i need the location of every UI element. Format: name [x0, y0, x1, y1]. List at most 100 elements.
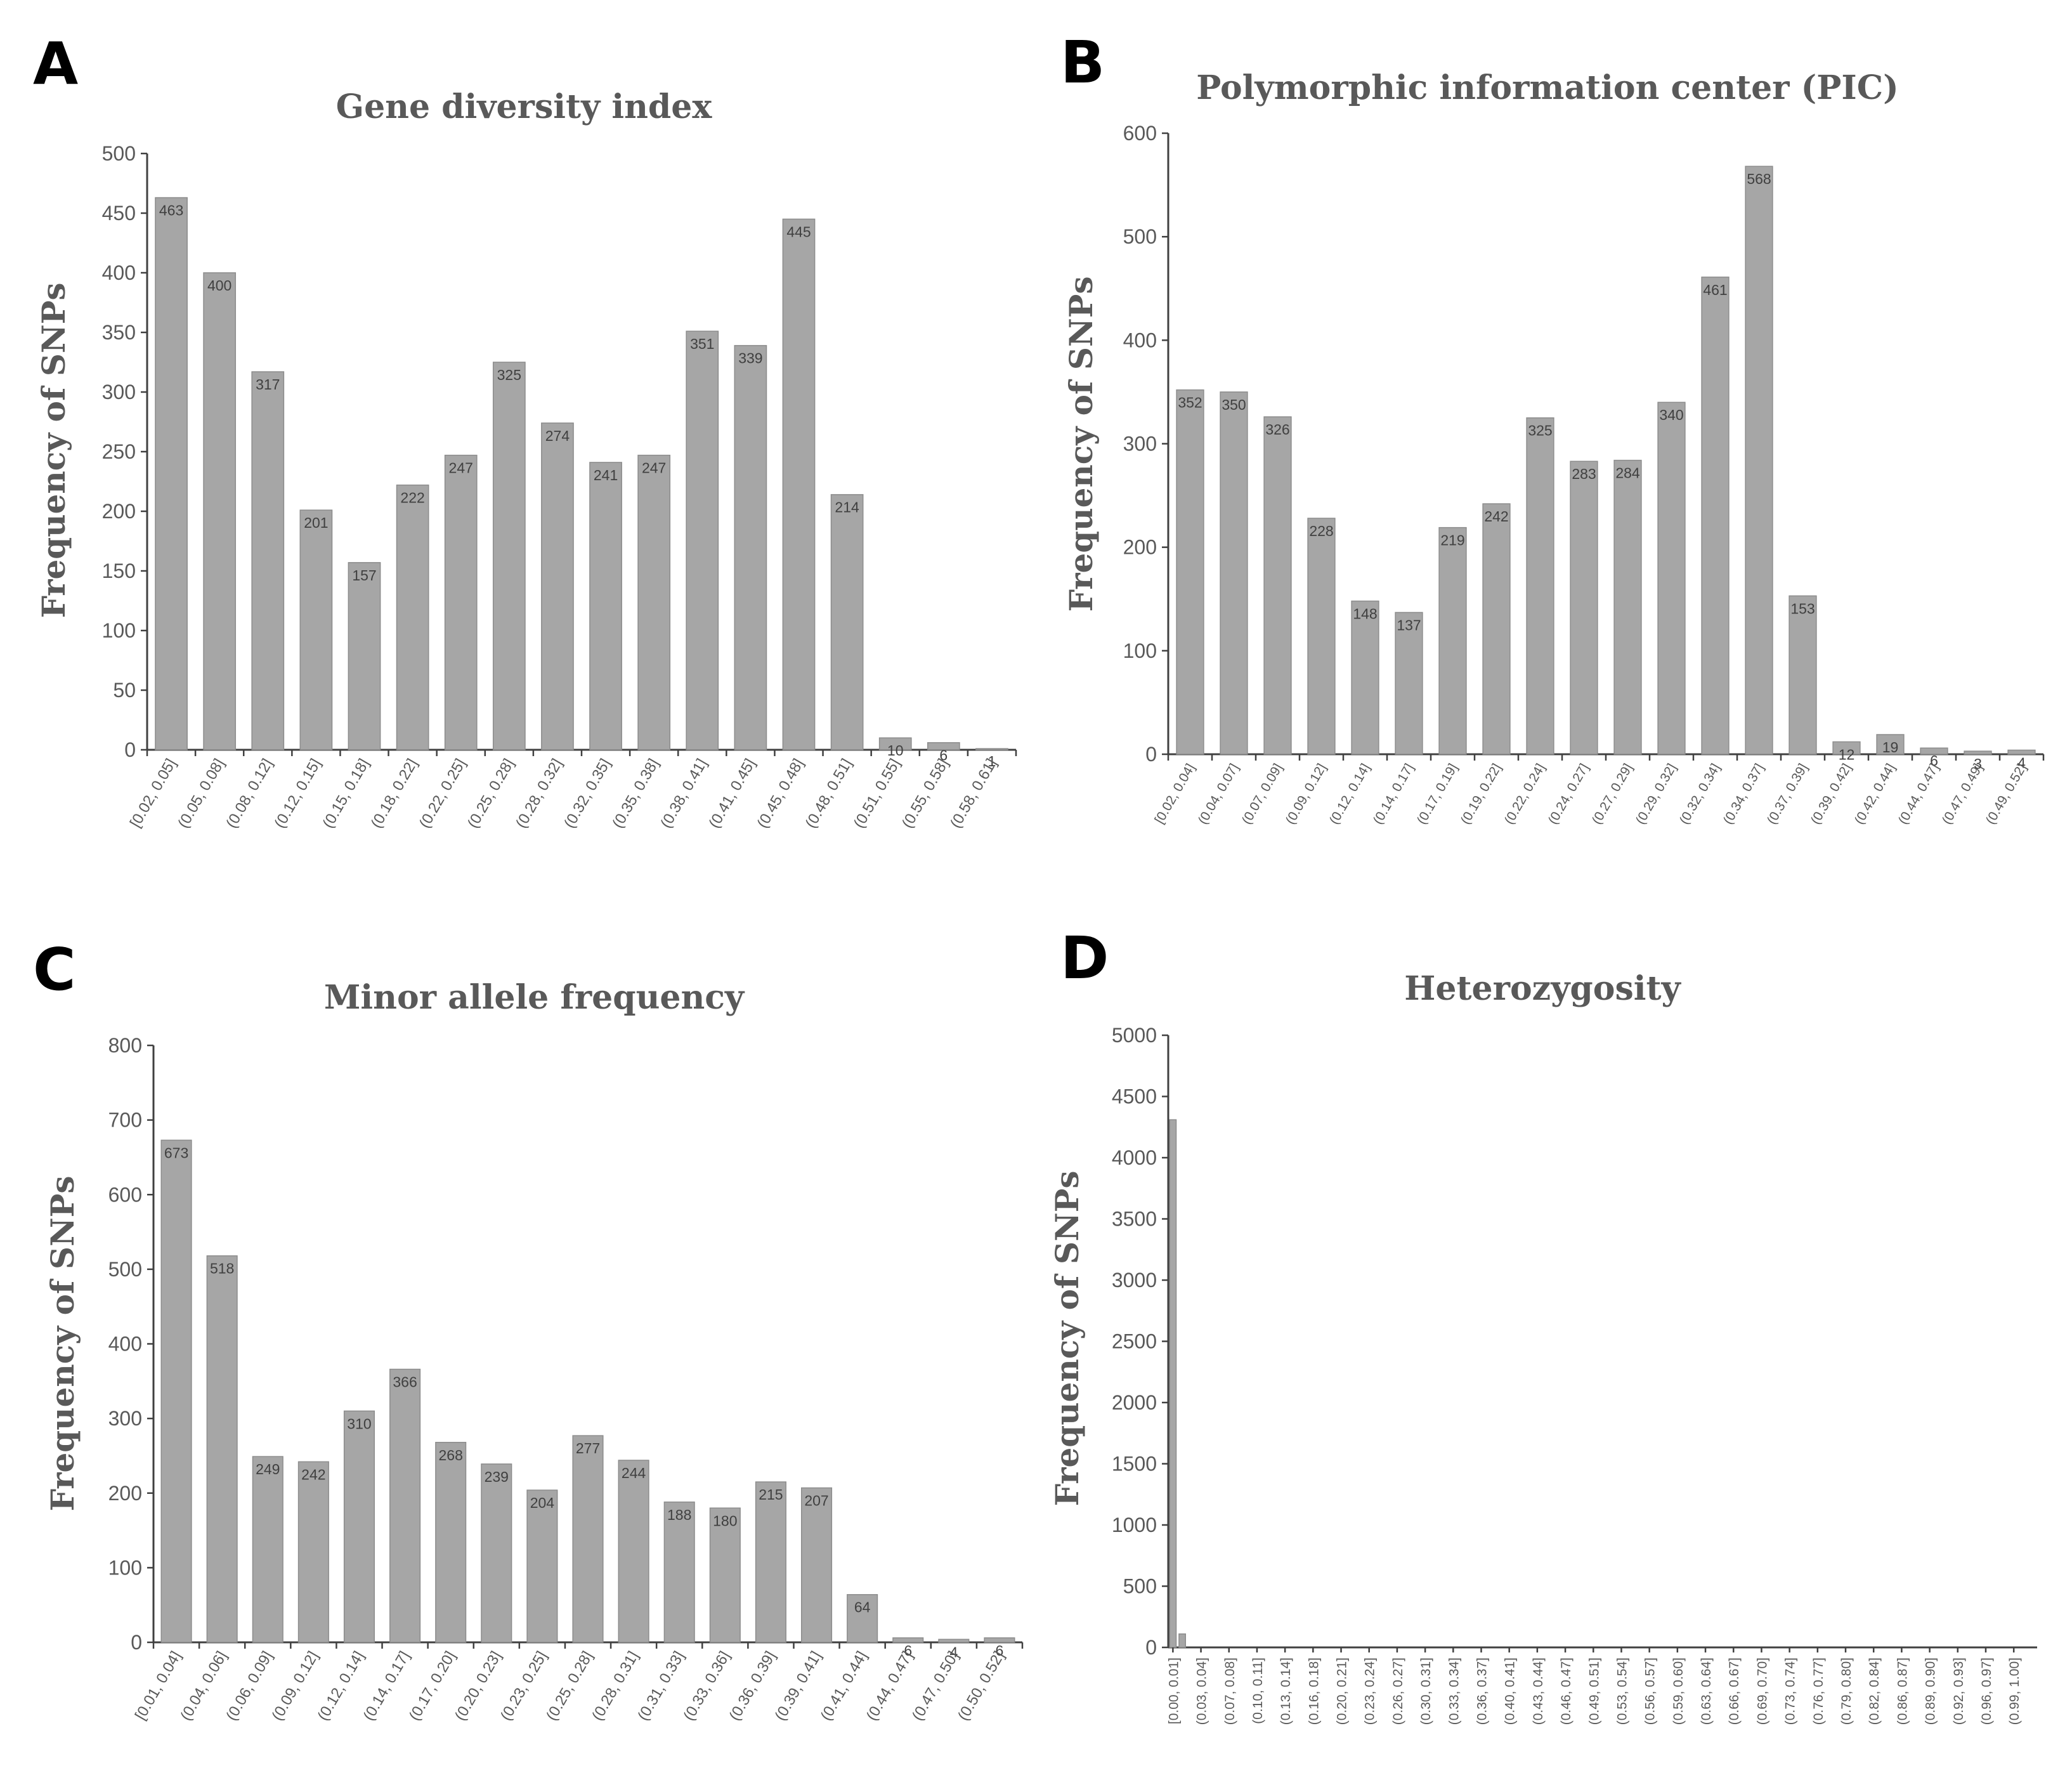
data-label-c: 277	[576, 1440, 600, 1456]
bar-b	[1789, 595, 1817, 755]
x-tick-label-d: (0.59, 0.60]	[1671, 1658, 1686, 1725]
x-tick-label-d: (0.03, 0.04]	[1195, 1658, 1209, 1725]
bar-a	[782, 218, 816, 750]
x-tick-label-d: (0.36, 0.37]	[1475, 1658, 1489, 1725]
x-tick-label-d: (0.43, 0.44]	[1531, 1658, 1546, 1725]
bar-c	[847, 1593, 878, 1643]
data-label-a: 1	[988, 753, 996, 769]
bar-a	[927, 742, 960, 750]
bar-b	[1482, 503, 1511, 755]
data-label-c: 366	[393, 1373, 417, 1390]
data-label-b: 228	[1309, 523, 1333, 539]
data-label-a: 214	[835, 499, 859, 516]
data-label-c: 6	[996, 1642, 1004, 1659]
plot-area-d: 0 500 1000 1500 2000 2500 3000 3500 4000 4500 5000…	[1112, 1024, 2037, 1725]
panel-letter-b: B	[1060, 29, 1105, 96]
y-tick-label-d: 500	[1123, 1575, 1157, 1598]
data-label-a: 10	[887, 742, 904, 759]
data-label-b: 284	[1615, 465, 1640, 481]
data-label-a: 325	[497, 367, 521, 383]
data-label-a: 351	[690, 336, 714, 352]
data-label-c: 204	[530, 1495, 555, 1511]
x-tick-label-d: (0.13, 0.14]	[1279, 1658, 1293, 1725]
y-tick-label-a: 250	[102, 440, 136, 463]
data-label-a: 222	[400, 490, 424, 506]
x-tick-label-d: (0.20, 0.21]	[1335, 1658, 1350, 1725]
data-label-c: 673	[164, 1144, 188, 1161]
bar-a	[348, 562, 381, 750]
data-label-c: 207	[804, 1493, 828, 1509]
data-label-c: 6	[904, 1642, 912, 1659]
bar-d	[1169, 1119, 1177, 1648]
data-label-b: 4	[2017, 754, 2026, 771]
y-tick-label-b: 200	[1123, 536, 1157, 559]
data-label-a: 400	[207, 277, 231, 294]
y-tick-label-a: 500	[102, 142, 136, 165]
y-tick-label-d: 3000	[1112, 1269, 1157, 1292]
y-tick-label-c: 400	[108, 1333, 142, 1356]
data-label-b: 283	[1572, 466, 1596, 482]
x-tick-label-d: (0.82, 0.84]	[1867, 1658, 1882, 1725]
bar-a	[444, 454, 478, 750]
x-tick-label-d: (0.16, 0.18]	[1306, 1658, 1321, 1725]
data-label-c: 268	[438, 1447, 462, 1463]
y-tick-label-a: 100	[102, 619, 136, 642]
data-label-c: 239	[485, 1469, 509, 1485]
y-tick-label-c: 600	[108, 1183, 142, 1206]
bar-b	[1263, 416, 1292, 755]
data-label-b: 3	[1974, 756, 1982, 772]
data-label-a: 6	[939, 747, 948, 764]
panel-letter-c: C	[33, 936, 76, 1004]
x-tick-label-d: (0.66, 0.67]	[1727, 1658, 1742, 1725]
data-label-a: 274	[545, 428, 570, 444]
bar-b	[1307, 518, 1336, 755]
x-tick-label-d: (0.49, 0.51]	[1587, 1658, 1601, 1725]
bar-b	[1920, 747, 1948, 755]
x-tick-label-d: (0.99, 1.00]	[2007, 1658, 2022, 1725]
bar-a	[155, 197, 188, 750]
y-tick-label-b: 300	[1123, 433, 1157, 455]
data-label-b: 153	[1790, 600, 1815, 617]
bar-a	[734, 344, 767, 750]
bar-c	[572, 1435, 604, 1643]
bar-a	[299, 509, 333, 750]
bar-c	[984, 1637, 1015, 1643]
y-tick-label-d: 4000	[1112, 1146, 1157, 1169]
bar-c	[481, 1463, 512, 1643]
bar-b	[2007, 749, 2036, 755]
bar-c	[435, 1442, 467, 1643]
y-tick-label-a: 0	[124, 738, 136, 761]
bar-a	[686, 330, 719, 750]
data-label-a: 247	[449, 460, 473, 476]
data-label-c: 188	[667, 1507, 691, 1523]
bar-b	[1351, 600, 1379, 755]
y-tick-label-d: 3500	[1112, 1208, 1157, 1231]
x-tick-label-d: (0.30, 0.31]	[1419, 1658, 1433, 1725]
bar-c	[618, 1460, 649, 1643]
data-label-b: 325	[1528, 422, 1552, 439]
y-axis-label-b: Frequency of SNPs	[1062, 277, 1100, 612]
bar-a	[492, 362, 526, 750]
y-tick-label-a: 200	[102, 500, 136, 523]
x-tick-label-d: (0.46, 0.47]	[1559, 1658, 1574, 1725]
bar-c	[709, 1507, 741, 1643]
data-label-b: 350	[1222, 396, 1246, 413]
x-tick-label-d: (0.40, 0.41]	[1503, 1658, 1518, 1725]
data-label-a: 247	[642, 460, 666, 476]
y-axis-label-a: Frequency of SNPs	[35, 283, 72, 618]
bar-c	[800, 1487, 833, 1643]
data-label-c: 215	[759, 1486, 783, 1503]
data-label-c: 4	[949, 1644, 958, 1660]
data-label-a: 317	[256, 376, 280, 393]
chart-title-c: Minor allele frequency	[324, 978, 745, 1017]
bar-b	[1570, 461, 1598, 755]
chart-title-a: Gene diversity index	[336, 88, 713, 126]
bar-b	[1832, 741, 1861, 755]
y-tick-label-a: 400	[102, 261, 136, 284]
bar-b	[1176, 389, 1204, 755]
x-tick-label-d: (0.92, 0.93]	[1951, 1658, 1966, 1725]
y-tick-label-c: 700	[108, 1109, 142, 1132]
x-tick-label-d: (0.86, 0.87]	[1895, 1658, 1910, 1725]
data-label-a: 463	[159, 202, 183, 219]
